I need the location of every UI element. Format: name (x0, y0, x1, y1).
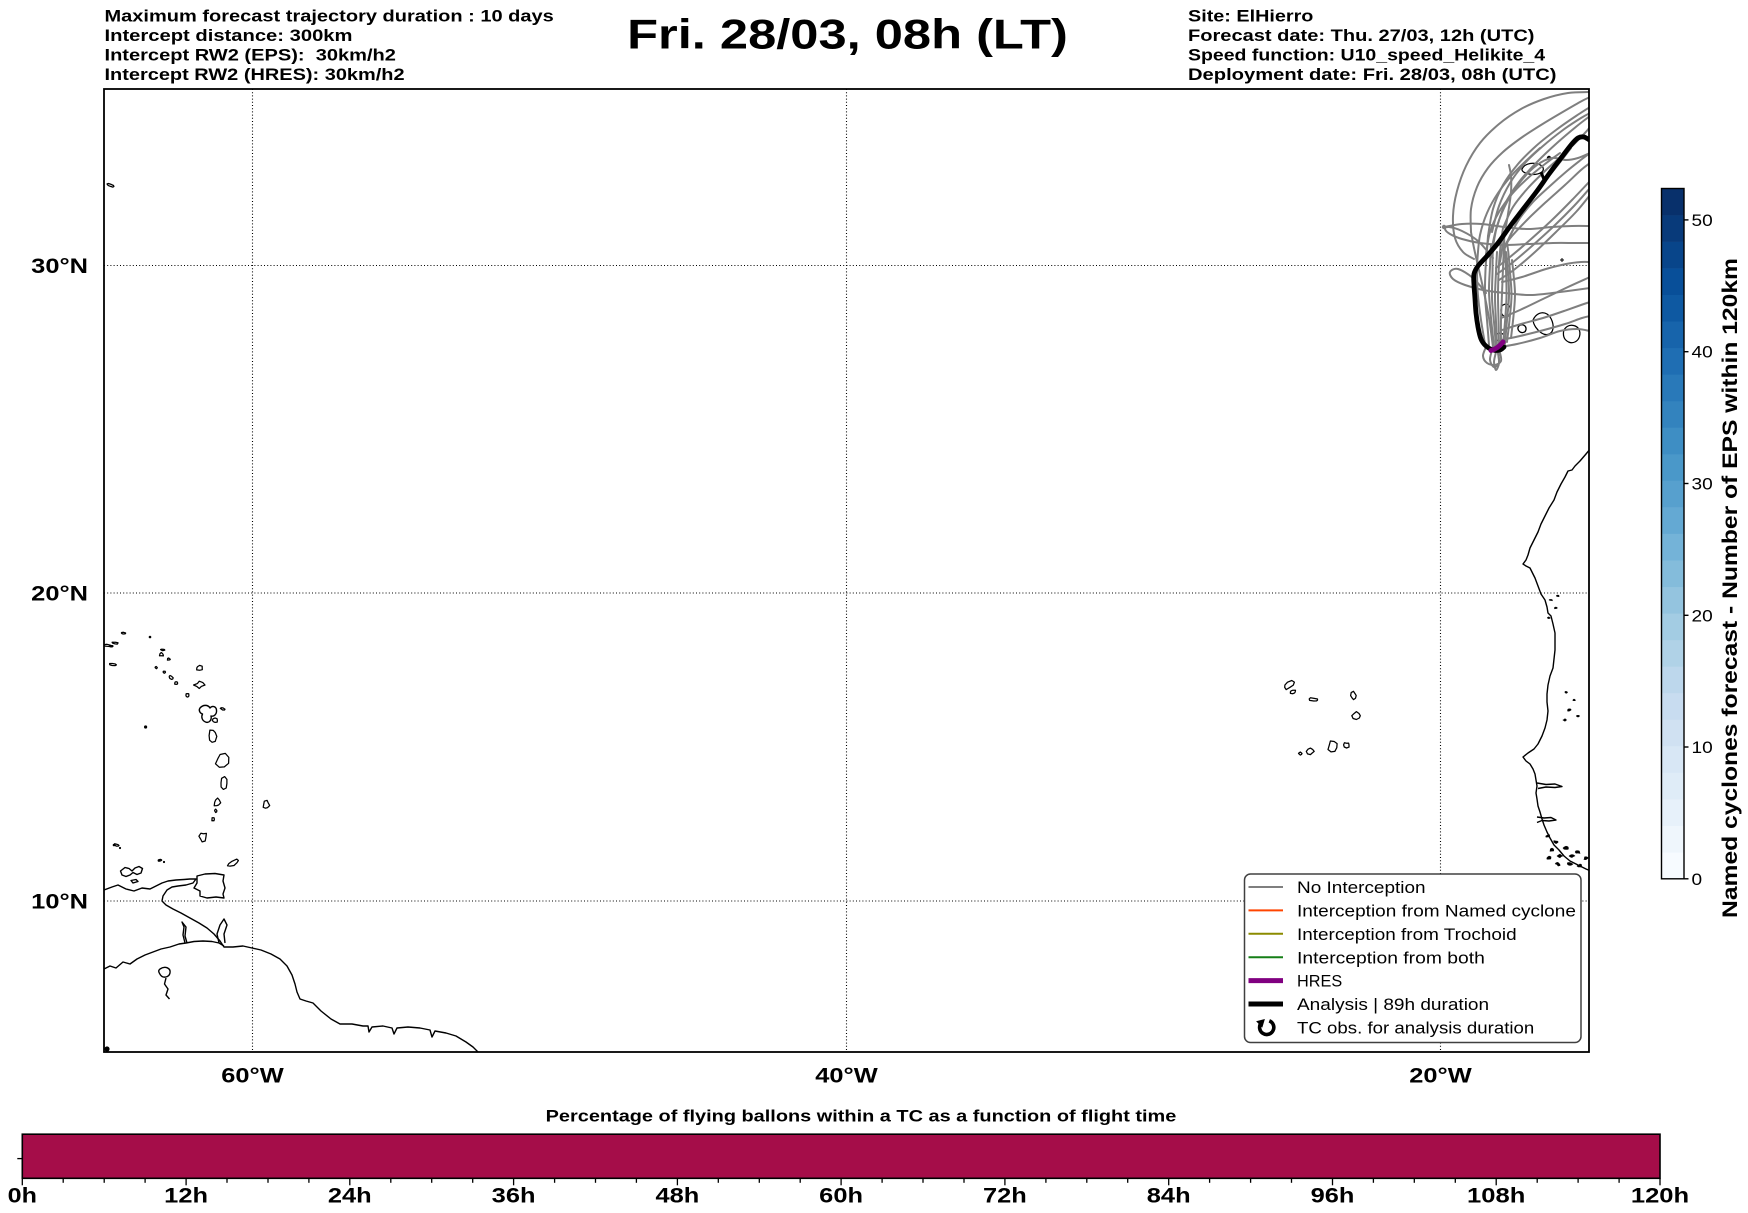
svg-text:0: 0 (1692, 870, 1703, 889)
svg-text:40: 40 (1692, 343, 1713, 362)
svg-text:Interception from Named cyclon: Interception from Named cyclone (1297, 902, 1576, 921)
svg-text:10: 10 (1692, 738, 1713, 757)
svg-text:Interception from both: Interception from both (1297, 948, 1485, 967)
svg-text:20°W: 20°W (1409, 1065, 1472, 1088)
svg-text:60°W: 60°W (221, 1065, 284, 1088)
svg-text:Intercept RW2 (EPS): 30km/h2: Intercept RW2 (EPS): 30km/h2 (105, 46, 396, 65)
svg-text:Forecast date: Thu. 27/03, 12h: Forecast date: Thu. 27/03, 12h (UTC) (1188, 26, 1535, 45)
svg-text:96h: 96h (1311, 1185, 1355, 1208)
svg-text:TC obs. for analysis duration: TC obs. for analysis duration (1297, 1019, 1534, 1038)
svg-text:HRES: HRES (1297, 972, 1342, 991)
svg-text:Named cyclones forecast - Numb: Named cyclones forecast - Number of EPS … (1719, 258, 1742, 918)
svg-text:12h: 12h (164, 1185, 208, 1208)
svg-text:Percentage of flying ballons w: Percentage of flying ballons within a TC… (546, 1107, 1177, 1126)
svg-text:0h: 0h (8, 1185, 37, 1208)
svg-text:30: 30 (1692, 475, 1713, 494)
svg-text:Intercept distance: 300km: Intercept distance: 300km (105, 26, 353, 45)
svg-text:60h: 60h (819, 1185, 863, 1208)
svg-text:24h: 24h (328, 1185, 372, 1208)
svg-text:40°W: 40°W (815, 1065, 878, 1088)
svg-text:Analysis | 89h duration: Analysis | 89h duration (1297, 995, 1489, 1014)
svg-text:36h: 36h (492, 1185, 536, 1208)
svg-text:No Interception: No Interception (1297, 878, 1426, 897)
svg-text:Fri. 28/03, 08h (LT): Fri. 28/03, 08h (LT) (627, 11, 1068, 58)
svg-text:20°N: 20°N (31, 583, 88, 606)
svg-text:Speed function: U10_speed_Heli: Speed function: U10_speed_Helikite_4 (1188, 46, 1546, 65)
svg-text:Site: ElHierro: Site: ElHierro (1188, 7, 1313, 26)
svg-text:84h: 84h (1147, 1185, 1191, 1208)
svg-text:30°N: 30°N (31, 255, 88, 278)
svg-text:20: 20 (1692, 606, 1713, 625)
svg-text:50: 50 (1692, 211, 1713, 230)
svg-text:120h: 120h (1631, 1185, 1689, 1208)
svg-text:Interception from Trochoid: Interception from Trochoid (1297, 925, 1517, 944)
svg-text:108h: 108h (1467, 1185, 1525, 1208)
svg-text:72h: 72h (983, 1185, 1027, 1208)
svg-text:Maximum forecast trajectory du: Maximum forecast trajectory duration : 1… (105, 7, 554, 26)
svg-text:Deployment date: Fri. 28/03, 0: Deployment date: Fri. 28/03, 08h (UTC) (1188, 65, 1557, 84)
svg-text:Intercept RW2 (HRES): 30km/h2: Intercept RW2 (HRES): 30km/h2 (105, 65, 405, 84)
svg-text:10°N: 10°N (31, 891, 88, 914)
svg-text:48h: 48h (656, 1185, 700, 1208)
